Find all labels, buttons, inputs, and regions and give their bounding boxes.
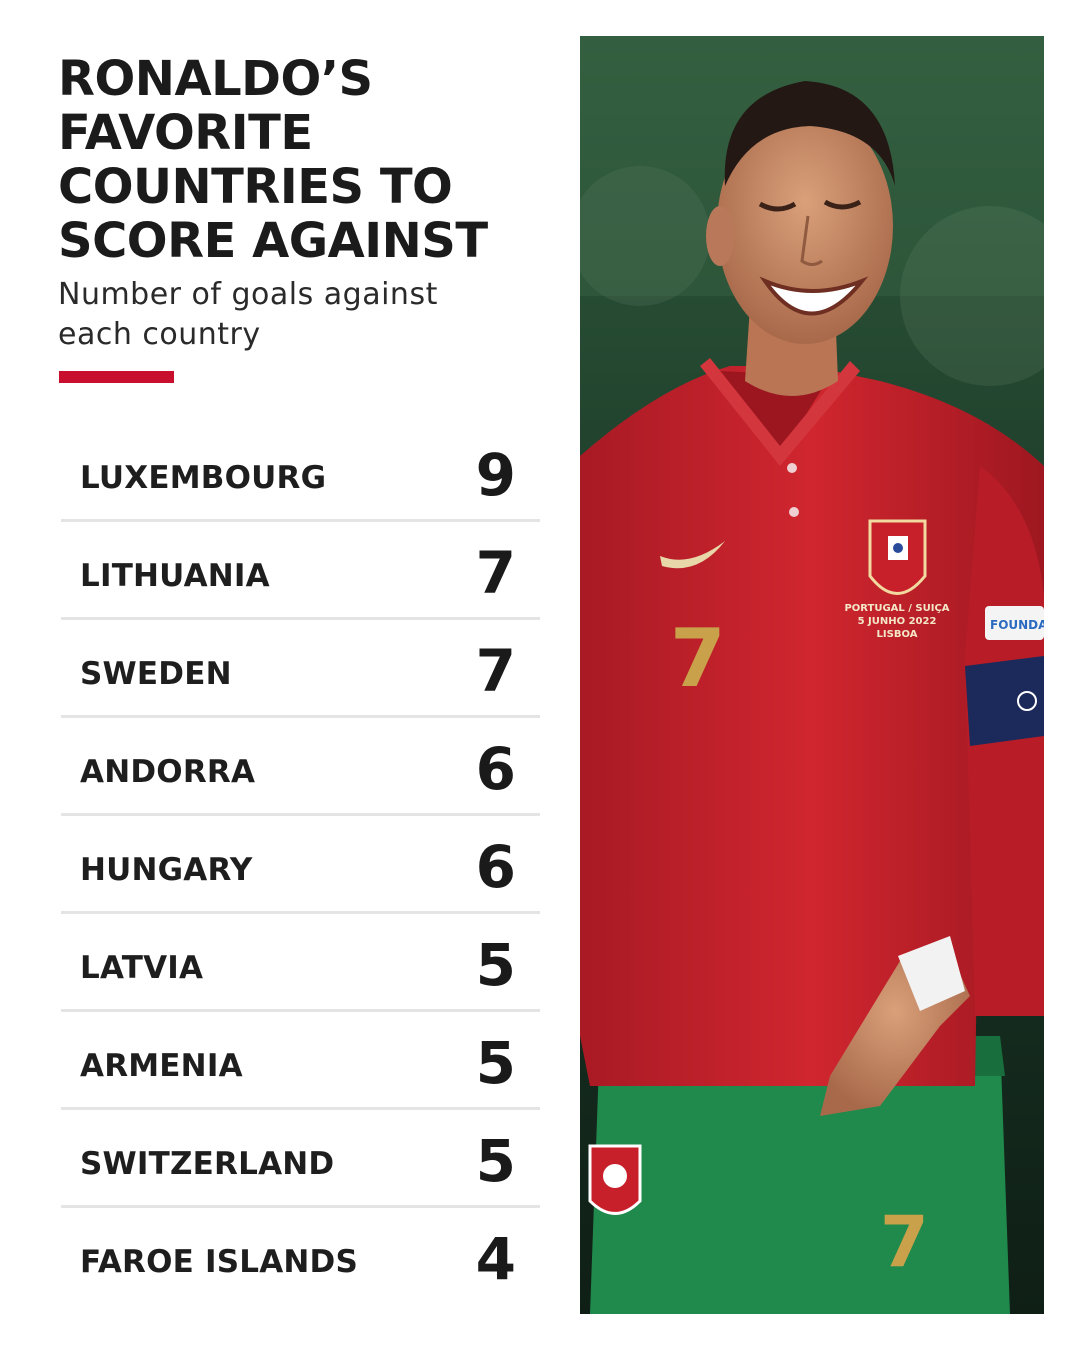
- country-goals-list: LUXEMBOURG 9 LITHUANIA 7 SWEDEN 7 ANDORR…: [61, 424, 540, 1303]
- collar-edge: [700, 358, 860, 466]
- jersey-number: 7: [670, 612, 726, 705]
- country-name: LITHUANIA: [80, 558, 270, 594]
- goal-count: 5: [475, 931, 516, 999]
- armband-logo-icon: [1017, 691, 1037, 711]
- red-jersey: [580, 366, 1044, 1086]
- button-icon: [787, 463, 797, 473]
- list-item: FAROE ISLANDS 4: [61, 1208, 540, 1303]
- goal-count: 5: [475, 1029, 516, 1097]
- list-item: SWITZERLAND 5: [61, 1110, 540, 1208]
- player-illustration: 7 7 PORTUGAL / SUIÇA 5 JUNHO 2022 LISBOA…: [580, 36, 1044, 1314]
- wrist-tape: [898, 936, 965, 1011]
- goal-count: 5: [475, 1127, 516, 1195]
- accent-divider: [59, 371, 174, 383]
- shorts-crest-icon: [588, 1144, 642, 1215]
- crest-caption: 5 JUNHO 2022: [858, 616, 937, 627]
- goal-count: 7: [475, 637, 516, 705]
- swoosh-logo-icon: [660, 541, 725, 569]
- country-name: HUNGARY: [80, 852, 253, 888]
- sleeve-patch-text: FOUNDA: [990, 618, 1044, 632]
- list-item: LATVIA 5: [61, 914, 540, 1012]
- goal-count: 4: [475, 1225, 516, 1293]
- goal-count: 6: [475, 735, 516, 803]
- subtitle-line: each country: [58, 317, 261, 352]
- country-name: ARMENIA: [80, 1048, 243, 1084]
- list-item: ARMENIA 5: [61, 1012, 540, 1110]
- list-item: LUXEMBOURG 9: [61, 424, 540, 522]
- list-item: HUNGARY 6: [61, 816, 540, 914]
- title-line: COUNTRIES TO: [58, 159, 453, 215]
- list-item: ANDORRA 6: [61, 718, 540, 816]
- federation-crest-icon: [868, 519, 927, 595]
- country-name: SWITZERLAND: [80, 1146, 335, 1182]
- shorts-number: 7: [880, 1201, 929, 1283]
- country-name: ANDORRA: [80, 754, 256, 790]
- country-name: SWEDEN: [80, 656, 232, 692]
- title-line: SCORE AGAINST: [58, 213, 488, 269]
- crest-caption: LISBOA: [877, 629, 918, 640]
- captain-armband: [965, 656, 1044, 746]
- green-shorts: [590, 1036, 1010, 1314]
- subtitle-line: Number of goals against: [58, 277, 438, 312]
- bokeh-light: [580, 166, 710, 306]
- list-item: LITHUANIA 7: [61, 522, 540, 620]
- goal-count: 6: [475, 833, 516, 901]
- player-ear: [706, 206, 734, 266]
- crest-caption: PORTUGAL / SUIÇA: [844, 603, 949, 614]
- closed-eye-icon: [823, 199, 862, 210]
- title-line: FAVORITE: [58, 105, 313, 161]
- subtitle: Number of goals against each country: [58, 275, 498, 355]
- title-line: RONALDO’S: [58, 51, 373, 107]
- country-name: LATVIA: [80, 950, 204, 986]
- player-photo: 7 7 PORTUGAL / SUIÇA 5 JUNHO 2022 LISBOA…: [580, 36, 1044, 1314]
- goal-count: 9: [475, 441, 516, 509]
- closed-eye-icon: [758, 201, 797, 212]
- button-icon: [789, 507, 799, 517]
- page-title: RONALDO’S FAVORITE COUNTRIES TO SCORE AG…: [58, 52, 558, 268]
- bokeh-light: [900, 206, 1044, 386]
- country-name: LUXEMBOURG: [80, 460, 327, 496]
- country-name: FAROE ISLANDS: [80, 1244, 359, 1280]
- list-item: SWEDEN 7: [61, 620, 540, 718]
- goal-count: 7: [475, 539, 516, 607]
- player-smile: [759, 276, 869, 316]
- player-nose: [800, 215, 823, 266]
- player-hair: [724, 81, 895, 186]
- sleeve-patch: [985, 606, 1044, 640]
